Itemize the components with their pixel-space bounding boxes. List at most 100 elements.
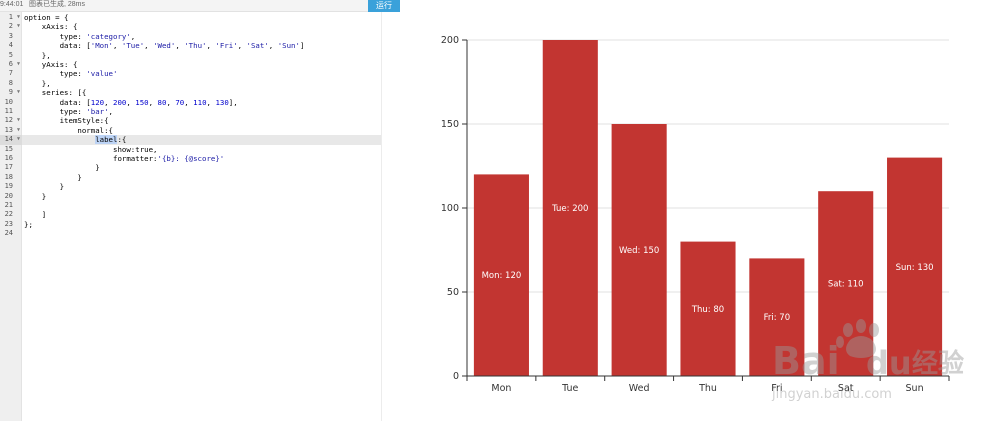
fold-toggle-icon[interactable]: ▼ <box>16 14 20 20</box>
bar-chart: 0 50 100 150 200 Mon: 120 Tue: 200 Wed: 150 Thu:… <box>441 35 950 394</box>
line-number-text: 24 <box>4 229 13 238</box>
line-number-text: 12 <box>4 116 13 125</box>
status-time: 9:44:01 <box>0 1 24 8</box>
x-tick-label: Tue <box>561 383 578 394</box>
line-number: 9 ▼ <box>0 88 22 97</box>
x-tick-label: Mon <box>491 383 511 394</box>
bar <box>887 157 943 376</box>
bar <box>611 124 667 376</box>
code-line[interactable]: normal:{ <box>24 125 113 135</box>
line-number: 19 <box>0 182 22 191</box>
x-tick-label: Sun <box>906 383 924 394</box>
bar-label: Fri: 70 <box>764 313 791 323</box>
line-number: 12 ▼ <box>0 116 22 125</box>
line-number-text: 20 <box>4 191 13 200</box>
line-number: 1 ▼ <box>0 13 22 22</box>
code-line[interactable]: data: [120, 200, 150, 80, 70, 110, 130], <box>24 97 238 107</box>
bar-label: Wed: 150 <box>619 246 659 256</box>
line-number-text: 6 <box>8 60 13 68</box>
code-line[interactable] <box>22 229 381 238</box>
line-number-text: 7 <box>8 69 13 78</box>
code-line[interactable]: show:true, <box>24 144 158 154</box>
code-editor[interactable]: option = { xAxis: { type: 'category', da… <box>22 12 381 421</box>
code-line[interactable]: label:{ <box>22 135 381 145</box>
line-number-gutter: 1 ▼ 2 ▼ 3 4 5 6 ▼ 7 8 9 ▼ 10 11 12 ▼ 13 ▼ 14 ▼ 15 16 17 18 19 20 21… <box>0 12 22 421</box>
bar-label: Sun: 130 <box>896 263 934 273</box>
status-message: 图表已生成, 28ms <box>29 1 86 8</box>
line-number: 16 <box>0 154 22 163</box>
bar-label: Tue: 200 <box>551 204 588 214</box>
line-number-text: 17 <box>4 163 13 172</box>
x-tick-label: Sat <box>838 383 854 394</box>
line-number-text: 5 <box>8 50 13 59</box>
code-line[interactable]: } <box>24 172 82 182</box>
fold-toggle-icon[interactable]: ▼ <box>16 89 20 96</box>
line-number: 15 <box>0 145 22 154</box>
line-number-text: 2 <box>8 22 13 31</box>
code-line[interactable]: itemStyle:{ <box>24 116 109 126</box>
line-number-text: 21 <box>4 201 13 209</box>
fold-toggle-icon[interactable]: ▼ <box>16 117 20 124</box>
line-number-text: 11 <box>4 107 13 115</box>
line-number: 6 ▼ <box>0 60 22 69</box>
line-number: 24 <box>0 229 22 238</box>
editor-scrollbar[interactable] <box>381 12 400 421</box>
line-number-text: 22 <box>4 210 13 219</box>
bar <box>749 258 805 376</box>
line-number: 8 <box>0 79 22 88</box>
x-tick-label: Fri <box>771 383 782 394</box>
line-number: 2 ▼ <box>0 22 22 31</box>
code-line[interactable]: series: [{ <box>24 88 87 98</box>
run-button[interactable]: 运行 <box>368 0 400 12</box>
line-number: 22 <box>0 210 22 219</box>
code-line[interactable]: } <box>24 163 100 173</box>
line-number: 4 <box>0 41 22 50</box>
y-tick-label: 0 <box>453 371 459 382</box>
line-number-text: 1 <box>8 13 13 21</box>
line-number: 7 <box>0 69 22 78</box>
code-line[interactable]: option = { <box>24 13 69 22</box>
code-line[interactable]: type: 'category', <box>24 31 136 41</box>
code-line[interactable]: ] <box>24 210 47 220</box>
code-line[interactable]: xAxis: { <box>24 22 78 32</box>
bar <box>680 241 736 376</box>
x-tick-label: Wed <box>629 383 650 394</box>
code-line[interactable]: }, <box>24 78 51 88</box>
fold-toggle-icon[interactable]: ▼ <box>16 136 20 143</box>
line-number-text: 3 <box>8 31 13 40</box>
line-number: 10 <box>0 98 22 107</box>
line-number-text: 8 <box>8 78 13 87</box>
bar <box>542 40 598 376</box>
status-bar: 9:44:01 图表已生成, 28ms 运行 <box>0 0 400 12</box>
line-number: 18 <box>0 173 22 182</box>
code-line[interactable]: }; <box>24 219 33 229</box>
code-line[interactable] <box>22 201 381 210</box>
line-number: 14 ▼ <box>0 135 22 145</box>
code-line[interactable]: }, <box>24 50 51 60</box>
line-number: 3 <box>0 32 22 41</box>
line-number: 5 <box>0 51 22 60</box>
fold-toggle-icon[interactable]: ▼ <box>16 23 20 30</box>
code-line[interactable]: yAxis: { <box>24 60 78 69</box>
code-editor-panel: 9:44:01 图表已生成, 28ms 运行 1 ▼ 2 ▼ 3 4 5 6 ▼ 7 8 9 ▼ 10 11… <box>0 0 400 421</box>
line-number-text: 19 <box>4 182 13 191</box>
code-line[interactable]: } <box>24 191 47 201</box>
code-line[interactable]: data: ['Mon', 'Tue', 'Wed', 'Thu', 'Fri'… <box>24 41 305 51</box>
code-line[interactable]: type: 'value' <box>24 69 118 79</box>
line-number-text: 14 <box>4 135 13 144</box>
line-number-text: 18 <box>4 172 13 181</box>
fold-toggle-icon[interactable]: ▼ <box>16 126 20 133</box>
bar <box>818 191 874 376</box>
line-number-text: 23 <box>4 219 13 228</box>
line-number: 17 <box>0 163 22 172</box>
code-line[interactable]: type: 'bar', <box>24 107 113 116</box>
y-tick-label: 50 <box>447 287 459 298</box>
line-number: 21 <box>0 201 22 210</box>
line-number: 23 <box>0 220 22 229</box>
y-tick-label: 100 <box>441 203 459 214</box>
code-line[interactable]: formatter:'{b}: {@score}' <box>24 154 225 163</box>
fold-toggle-icon[interactable]: ▼ <box>16 61 20 67</box>
line-number: 13 ▼ <box>0 126 22 135</box>
line-number: 20 <box>0 192 22 201</box>
code-line[interactable]: } <box>24 182 65 192</box>
